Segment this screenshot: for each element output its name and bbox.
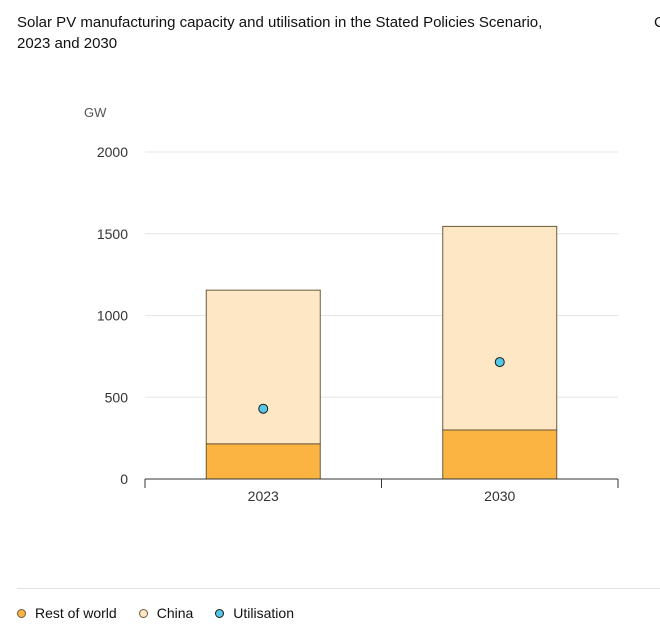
y-tick-label: 1000 (97, 308, 128, 324)
y-axis-tick-labels: 0 500 1000 1500 2000 (97, 144, 128, 487)
y-tick-label: 500 (105, 389, 129, 405)
legend-item-rest-of-world[interactable]: Rest of world (17, 605, 117, 621)
legend-divider (17, 588, 660, 589)
legend-swatch-rest-of-world (17, 608, 26, 618)
utilisation-points (258, 357, 505, 414)
legend-swatch-utilisation (215, 608, 225, 618)
y-tick-label: 0 (120, 471, 128, 487)
legend-item-utilisation[interactable]: Utilisation (215, 605, 294, 621)
legend-label-china: China (156, 605, 194, 621)
x-axis: 2023 2030 (144, 478, 619, 504)
y-tick-label: 1500 (97, 226, 128, 242)
legend: Rest of world China Utilisation (17, 605, 316, 621)
y-axis-unit-label: GW (84, 105, 107, 120)
chart-title: Solar PV manufacturing capacity and util… (17, 14, 543, 52)
y-tick-label: 2000 (97, 144, 128, 160)
legend-swatch-china (138, 608, 148, 618)
bar-rest-of-world-2023[interactable] (205, 443, 321, 480)
clipped-next-chart-title: C (654, 14, 660, 31)
bar-rest-of-world-2030[interactable] (442, 429, 558, 480)
utilisation-point-2023[interactable] (258, 403, 269, 414)
legend-item-china[interactable]: China (138, 605, 194, 621)
x-tick-label-2023: 2023 (248, 488, 279, 504)
bar-china-2023[interactable] (205, 289, 321, 445)
legend-label-utilisation: Utilisation (233, 605, 294, 621)
legend-label-rest-of-world: Rest of world (35, 605, 117, 621)
x-tick-label-2030: 2030 (484, 488, 515, 504)
bars (205, 225, 558, 480)
utilisation-point-2030[interactable] (494, 357, 505, 368)
bar-china-2030[interactable] (442, 225, 558, 431)
